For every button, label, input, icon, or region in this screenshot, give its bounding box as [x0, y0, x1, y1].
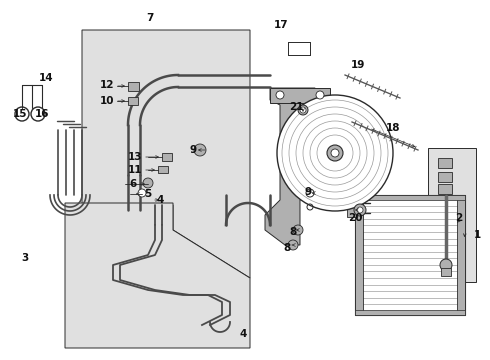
Text: 14: 14	[39, 73, 53, 83]
Circle shape	[357, 207, 363, 213]
Bar	[158, 166, 168, 173]
Circle shape	[288, 240, 298, 250]
Text: 15: 15	[13, 109, 27, 119]
Bar	[438, 172, 452, 182]
Text: 8: 8	[290, 227, 296, 237]
Bar	[441, 268, 451, 276]
Text: 21: 21	[289, 102, 303, 112]
Text: 7: 7	[147, 13, 154, 23]
Text: 1: 1	[473, 230, 481, 240]
Text: 9: 9	[304, 187, 312, 197]
Bar	[128, 97, 138, 105]
Polygon shape	[428, 148, 476, 282]
Text: 13: 13	[128, 152, 142, 162]
Bar	[128, 82, 139, 91]
Text: 12: 12	[100, 80, 114, 90]
Bar	[438, 158, 452, 168]
Circle shape	[277, 95, 393, 211]
Polygon shape	[82, 30, 250, 278]
Circle shape	[276, 91, 284, 99]
Text: 2: 2	[455, 213, 463, 223]
Bar	[438, 184, 452, 194]
Polygon shape	[65, 203, 250, 348]
Bar	[355, 195, 465, 315]
Bar	[347, 199, 357, 217]
Text: 6: 6	[129, 179, 137, 189]
Text: 4: 4	[239, 329, 246, 339]
Bar	[162, 153, 172, 161]
Circle shape	[316, 91, 324, 99]
Text: 3: 3	[22, 253, 28, 263]
Bar	[355, 195, 363, 315]
Text: 18: 18	[386, 123, 400, 133]
Polygon shape	[265, 88, 315, 245]
Bar	[457, 195, 465, 315]
Text: 4: 4	[156, 195, 164, 205]
Text: 11: 11	[128, 165, 142, 175]
Circle shape	[354, 204, 366, 216]
Text: 16: 16	[35, 109, 49, 119]
Circle shape	[138, 189, 146, 197]
Bar	[355, 310, 465, 315]
Text: 5: 5	[145, 189, 151, 199]
Text: 19: 19	[351, 60, 365, 70]
Bar	[270, 88, 330, 103]
Circle shape	[300, 107, 306, 113]
Text: 20: 20	[348, 213, 362, 223]
Bar	[355, 195, 465, 200]
Circle shape	[298, 105, 308, 115]
Circle shape	[440, 259, 452, 271]
Circle shape	[293, 225, 303, 235]
Text: 10: 10	[100, 96, 114, 106]
Text: 8: 8	[283, 243, 291, 253]
Circle shape	[327, 145, 343, 161]
Circle shape	[331, 149, 339, 157]
Text: 17: 17	[274, 20, 288, 30]
Circle shape	[194, 144, 206, 156]
Text: 9: 9	[190, 145, 196, 155]
Circle shape	[143, 178, 153, 188]
